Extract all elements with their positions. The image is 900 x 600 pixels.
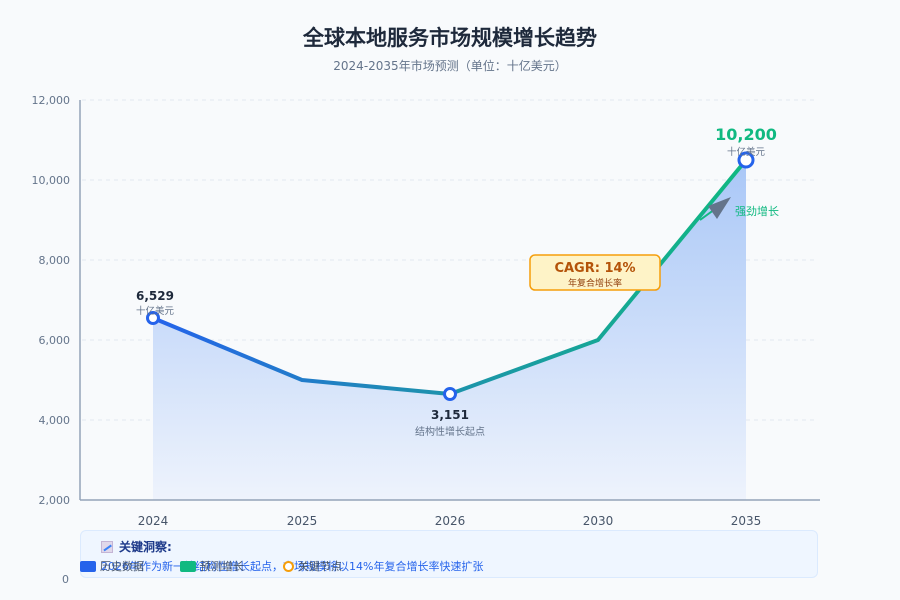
legend-swatch-icon	[80, 560, 96, 572]
cagr-callout: CAGR: 14% 年复合增长率	[529, 254, 661, 291]
legend-item-key-point[interactable]: 关键节点	[283, 558, 342, 574]
legend-label: 历史数据	[100, 560, 144, 573]
legend-swatch-icon	[180, 560, 196, 572]
x-tick: 2026	[435, 514, 466, 528]
data-point-2026[interactable]	[443, 387, 457, 401]
label-2035-unit: 十亿美元	[727, 146, 766, 158]
x-tick: 2024	[138, 514, 169, 528]
chart-title: 全球本地服务市场规模增长趋势	[303, 26, 597, 50]
y-tick: 2,000	[39, 494, 71, 507]
growth-annotation: 强劲增长	[735, 204, 779, 218]
growth-arrow-icon	[699, 197, 731, 221]
insight-heading: 关键洞察:	[119, 540, 172, 554]
legend-item-forecast[interactable]: 预测增长	[180, 558, 244, 574]
svg-text:CAGR: 14%: CAGR: 14%	[554, 261, 635, 276]
chart-subtitle: 2024-2035年市场预测（单位：十亿美元）	[333, 59, 567, 73]
legend-item-history[interactable]: 历史数据	[80, 558, 144, 574]
legend-circle-icon	[283, 560, 294, 572]
chart-trend-icon	[101, 540, 113, 553]
area-fill	[153, 160, 746, 500]
label-2024-unit: 十亿美元	[136, 305, 175, 317]
svg-text:年复合增长率: 年复合增长率	[568, 277, 622, 289]
label-2026-value: 3,151	[431, 408, 469, 422]
data-point-2035[interactable]	[737, 151, 755, 169]
x-tick: 2030	[583, 514, 614, 528]
y-tick: 4,000	[39, 414, 71, 427]
y-tick: 12,000	[32, 94, 71, 107]
insight-heading-row: 关键洞察:	[101, 538, 172, 555]
y-tick: 10,000	[32, 174, 71, 187]
y-tick: 6,000	[39, 334, 71, 347]
x-tick: 2035	[731, 514, 762, 528]
y-tick: 8,000	[39, 254, 71, 267]
label-2026-note: 结构性增长起点	[415, 425, 485, 438]
label-2035-value: 10,200	[715, 125, 777, 144]
legend-label: 预测增长	[200, 560, 244, 573]
insight-box: 关键洞察: 2026年作为新一轮结构性增长起点，市场规模将以14%年复合增长率快…	[80, 530, 818, 578]
x-tick: 2025	[287, 514, 318, 528]
label-2024-value: 6,529	[136, 289, 174, 303]
legend-label: 关键节点	[298, 560, 342, 573]
y-tick-zero: 0	[62, 573, 69, 586]
data-point-2024[interactable]	[146, 311, 160, 325]
